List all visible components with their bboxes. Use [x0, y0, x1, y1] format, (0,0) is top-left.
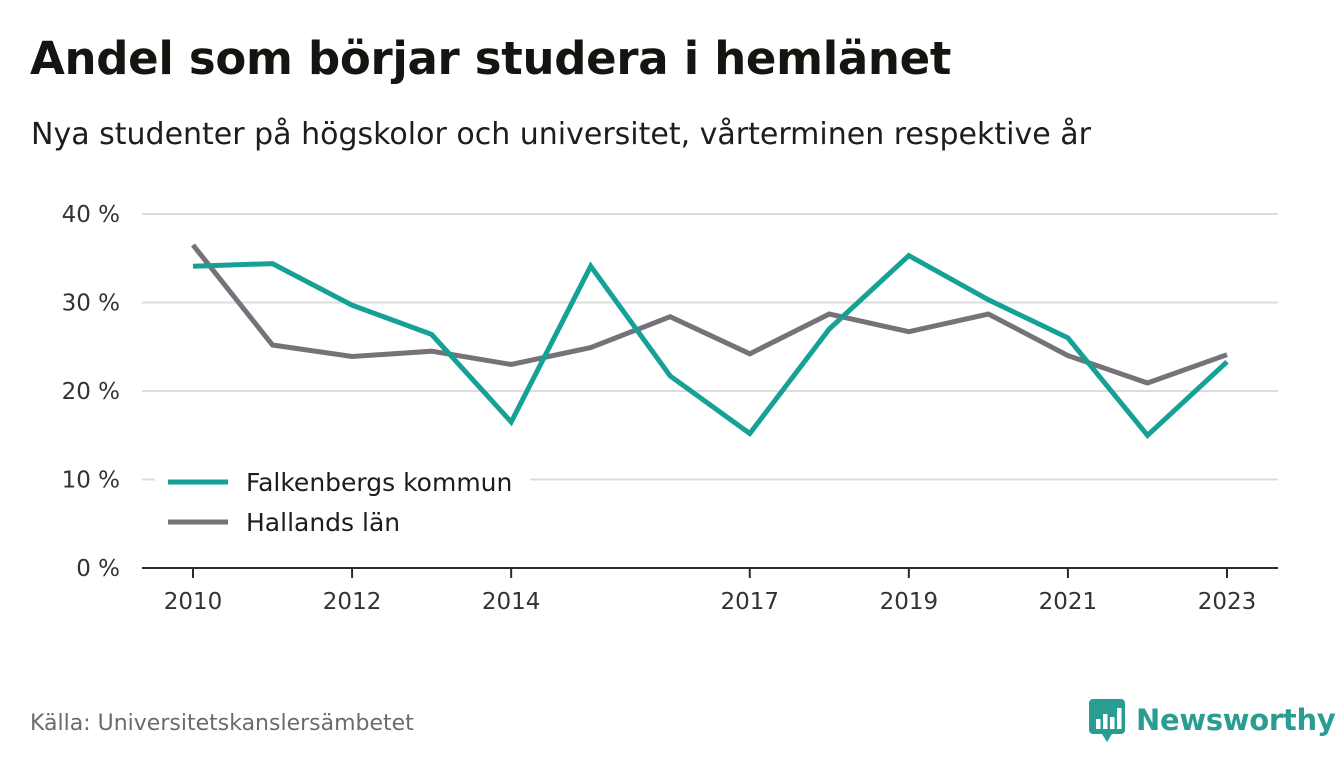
line-chart: 0 % 10 % 20 % 30 % 40 % 2010 2012 2014 2017 2019…	[62, 202, 1278, 615]
brand-logo[interactable]: Newsworthy	[1088, 697, 1336, 743]
brand-name: Newsworthy	[1136, 703, 1336, 737]
series-line-1	[192, 252, 1229, 439]
grid-lines	[142, 213, 1278, 481]
x-axis: 2010 2012 2014 2017 2019 2021 2023	[142, 567, 1278, 615]
source-note: Källa: Universitetskanslersämbetet	[30, 711, 414, 736]
series-lines	[191, 243, 1229, 439]
legend-label: Hallands län	[246, 508, 400, 537]
newsworthy-logo-icon	[1089, 699, 1125, 742]
y-tick-label: 10 %	[62, 468, 120, 494]
y-tick-label: 0 %	[76, 556, 120, 582]
x-tick-label: 2023	[1198, 589, 1257, 615]
series-line-2	[191, 243, 1228, 386]
x-tick-label: 2019	[880, 589, 939, 615]
chart-subtitle: Nya studenter på högskolor och universit…	[31, 117, 1091, 152]
x-tick-label: 2021	[1039, 589, 1098, 615]
x-tick-label: 2010	[164, 589, 223, 615]
y-axis: 0 % 10 % 20 % 30 % 40 %	[62, 202, 120, 582]
x-tick-label: 2012	[323, 589, 382, 615]
legend-label: Falkenbergs kommun	[246, 468, 512, 497]
y-tick-label: 40 %	[62, 202, 120, 228]
y-tick-label: 30 %	[62, 291, 120, 317]
x-tick-label: 2014	[482, 589, 541, 615]
legend: Falkenbergs kommun Hallands län	[155, 458, 530, 548]
chart-title: Andel som börjar studera i hemlänet	[30, 32, 952, 85]
legend-background	[155, 458, 530, 548]
y-tick-label: 20 %	[62, 379, 120, 405]
x-tick-label: 2017	[720, 589, 779, 615]
